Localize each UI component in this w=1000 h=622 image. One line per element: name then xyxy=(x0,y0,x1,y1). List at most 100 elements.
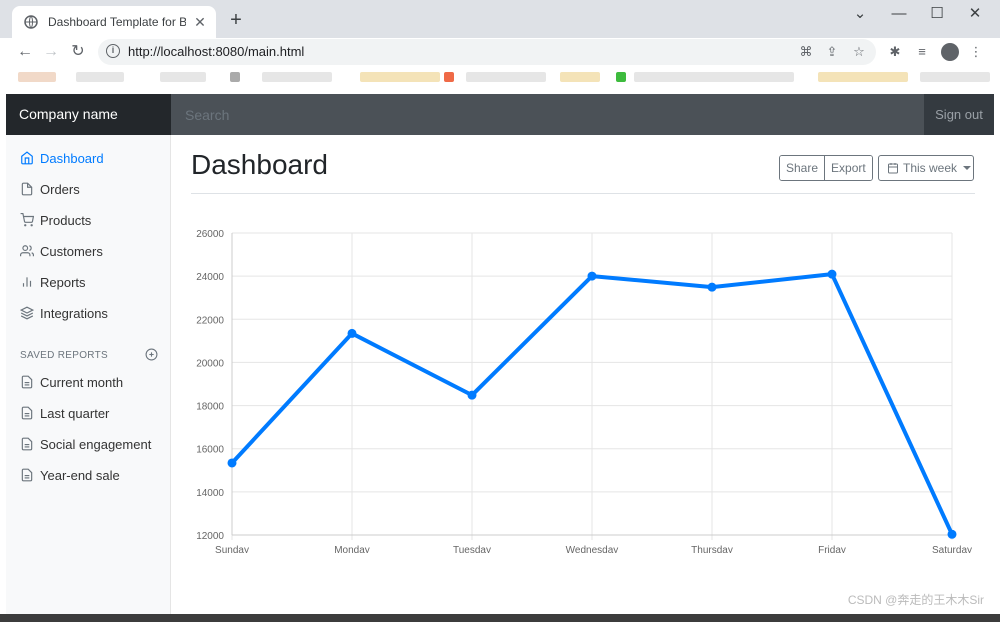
share-button[interactable]: Share xyxy=(780,156,825,180)
y-tick-label: 14000 xyxy=(196,488,224,499)
blurred-bookmark[interactable] xyxy=(444,72,454,82)
globe-icon xyxy=(24,15,38,29)
page-title: Dashboard xyxy=(191,149,328,180)
data-point xyxy=(827,269,837,279)
profile-avatar-icon[interactable] xyxy=(941,43,959,61)
data-point xyxy=(227,458,237,468)
shopping-cart-icon xyxy=(20,213,34,227)
minimize-icon[interactable]: — xyxy=(891,5,907,22)
calendar-icon xyxy=(888,163,898,174)
site-info-icon[interactable]: i xyxy=(106,44,120,58)
file-icon xyxy=(21,182,33,196)
plus-circle-icon[interactable] xyxy=(145,348,158,361)
data-point xyxy=(587,271,597,281)
blurred-bookmark[interactable] xyxy=(18,72,56,82)
blurred-bookmark[interactable] xyxy=(560,72,600,82)
blurred-bookmark[interactable] xyxy=(160,72,206,82)
bookmarks-bar xyxy=(0,66,1000,92)
watermark: CSDN @奔走的王木木Sir xyxy=(847,593,984,607)
saved-report-last-quarter[interactable]: Last quarter xyxy=(6,401,171,425)
blurred-bookmark[interactable] xyxy=(634,72,794,82)
chevron-down-icon xyxy=(963,166,972,170)
close-tab-icon[interactable]: ✕ xyxy=(194,13,206,30)
y-tick-label: 22000 xyxy=(196,315,224,326)
maximize-icon[interactable]: ☐ xyxy=(930,5,944,22)
sidebar-item-reports[interactable]: Reports xyxy=(6,270,171,294)
browser-tab[interactable]: Dashboard Template for Bootstrap ✕ xyxy=(12,6,216,38)
file-text-icon xyxy=(21,375,33,389)
blurred-bookmark[interactable] xyxy=(230,72,240,82)
divider xyxy=(191,193,975,194)
sidebar-item-label: Orders xyxy=(40,181,80,197)
sidebar-item-customers[interactable]: Customers xyxy=(6,239,171,263)
browser-tab-bar: Dashboard Template for Bootstrap ✕ + ⌄ —… xyxy=(0,0,1000,38)
new-tab-button[interactable]: + xyxy=(230,9,242,31)
period-dropdown[interactable]: This week xyxy=(878,155,974,181)
line-chart: 12000 14000 16000 18000 20000 22000 24000 26000… xyxy=(196,229,972,556)
blurred-bookmark[interactable] xyxy=(466,72,546,82)
extensions-icon[interactable]: ✱ xyxy=(889,44,901,59)
export-button[interactable]: Export xyxy=(824,156,872,180)
share-page-icon[interactable]: ⇪ xyxy=(826,44,838,59)
x-tick-label: Monday xyxy=(334,545,370,553)
saved-report-label: Last quarter xyxy=(40,405,110,421)
reload-icon[interactable]: ↻ xyxy=(71,43,85,60)
saved-report-current-month[interactable]: Current month xyxy=(6,370,171,394)
tab-title: Dashboard Template for Bootstrap xyxy=(48,15,186,29)
translate-icon[interactable]: ⌘ xyxy=(799,44,813,59)
blurred-bookmark[interactable] xyxy=(920,72,990,82)
saved-reports-heading: SAVED REPORTS xyxy=(20,350,108,361)
blurred-bookmark[interactable] xyxy=(616,72,626,82)
sidebar-item-label: Products xyxy=(40,212,92,228)
saved-report-social-engagement[interactable]: Social engagement xyxy=(6,432,171,456)
address-bar[interactable]: i http://localhost:8080/main.html ⌘ ⇪ ☆ xyxy=(98,39,876,65)
data-point xyxy=(467,390,477,400)
sidebar: Dashboard Orders Products Customers Repo… xyxy=(6,135,171,614)
menu-kebab-icon[interactable]: ⋮ xyxy=(969,44,983,59)
sidebar-item-products[interactable]: Products xyxy=(6,208,171,232)
sidebar-item-orders[interactable]: Orders xyxy=(6,177,171,201)
media-control-icon[interactable]: ≡ xyxy=(918,44,926,59)
y-tick-label: 18000 xyxy=(196,402,224,413)
bookmark-star-icon[interactable]: ☆ xyxy=(853,44,865,59)
forward-icon[interactable]: → xyxy=(43,43,59,60)
tab-search-icon[interactable]: ⌄ xyxy=(853,5,867,22)
y-tick-label: 16000 xyxy=(196,445,224,456)
search-input[interactable] xyxy=(171,94,924,135)
x-tick-label: Tuesday xyxy=(453,545,491,553)
data-point xyxy=(347,328,357,338)
file-text-icon xyxy=(21,468,33,482)
saved-report-label: Year-end sale xyxy=(40,467,120,483)
url-text[interactable]: http://localhost:8080/main.html xyxy=(128,44,305,59)
browser-toolbar: ← → ↻ i http://localhost:8080/main.html … xyxy=(0,38,1000,66)
blurred-bookmark[interactable] xyxy=(360,72,440,82)
file-text-icon xyxy=(21,406,33,420)
brand-link[interactable]: Company name xyxy=(6,94,171,135)
y-tick-label: 20000 xyxy=(196,358,224,369)
blurred-bookmark[interactable] xyxy=(76,72,124,82)
data-point xyxy=(707,282,717,292)
sidebar-item-dashboard[interactable]: Dashboard xyxy=(6,146,171,170)
back-icon[interactable]: ← xyxy=(17,43,33,60)
close-window-icon[interactable]: ✕ xyxy=(968,5,982,22)
file-text-icon xyxy=(21,437,33,451)
x-tick-label: Wednesday xyxy=(566,545,619,553)
layers-icon xyxy=(20,306,34,320)
sidebar-item-label: Integrations xyxy=(40,305,108,321)
taskbar-strip xyxy=(0,614,1000,622)
data-point xyxy=(947,529,957,539)
sidebar-item-label: Dashboard xyxy=(40,150,104,166)
web-page: Company name Sign out Dashboard Orders P… xyxy=(6,94,994,614)
sign-out-link[interactable]: Sign out xyxy=(935,107,983,122)
y-tick-label: 12000 xyxy=(196,531,224,542)
sidebar-item-integrations[interactable]: Integrations xyxy=(6,301,171,325)
saved-report-label: Social engagement xyxy=(40,436,152,452)
sidebar-item-label: Customers xyxy=(40,243,103,259)
x-tick-label: Thursday xyxy=(691,545,733,553)
sidebar-item-label: Reports xyxy=(40,274,86,290)
blurred-bookmark[interactable] xyxy=(818,72,908,82)
blurred-bookmark[interactable] xyxy=(262,72,332,82)
saved-report-year-end-sale[interactable]: Year-end sale xyxy=(6,463,171,487)
bar-chart-icon xyxy=(22,277,32,287)
